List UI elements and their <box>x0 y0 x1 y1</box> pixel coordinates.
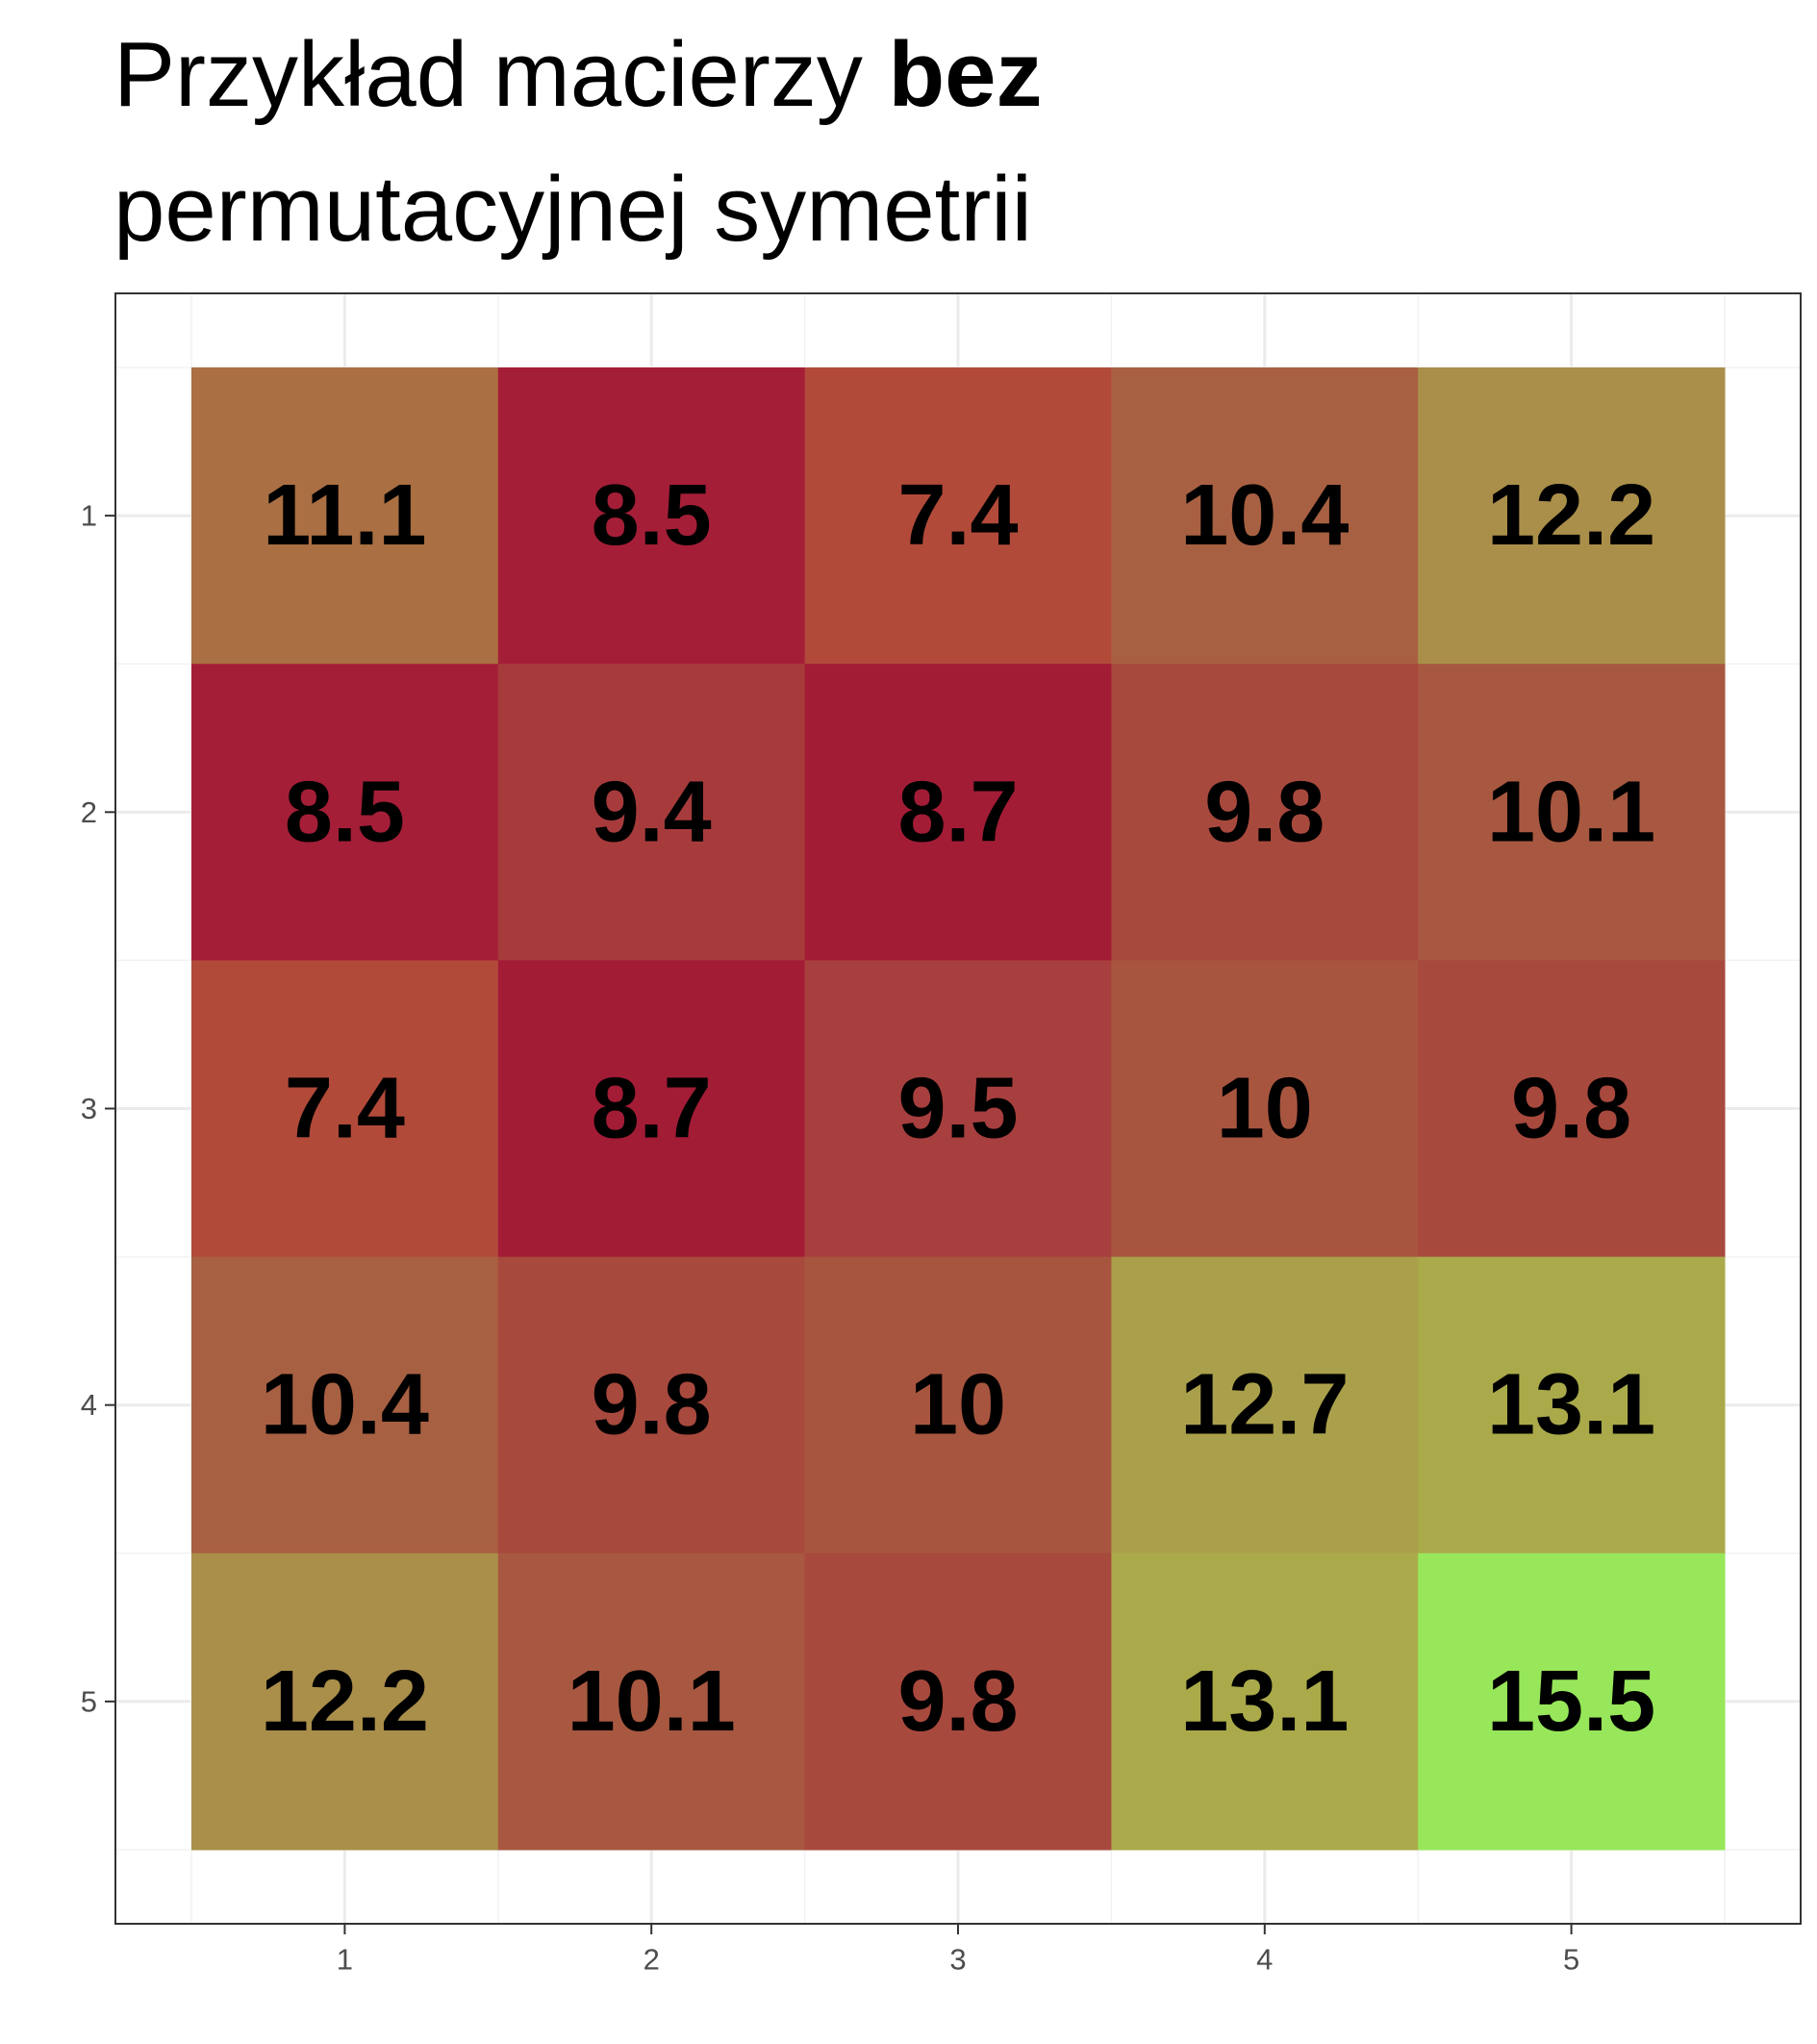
cell-label: 7.4 <box>897 467 1018 564</box>
x-tick-label: 5 <box>1563 1943 1579 1977</box>
cell-label: 12.2 <box>1487 467 1655 564</box>
heatmap-tile <box>191 1256 499 1554</box>
heatmap-tile <box>497 1256 806 1554</box>
cell-label: 9.8 <box>897 1653 1018 1750</box>
chart-title: Przykład macierzy bez permutacyjnej syme… <box>114 8 1043 277</box>
x-tick-label: 4 <box>1256 1943 1273 1977</box>
cell-label: 8.7 <box>592 1061 712 1157</box>
cell-label: 9.5 <box>897 1061 1018 1157</box>
cell-labels: 11.1 8.5 7.4 10.4 12.2 8.5 9.4 8.7 9.8 10.1 7.4 8.7… <box>261 467 1655 1750</box>
heatmap-tile <box>191 664 499 961</box>
cell-label: 7.4 <box>285 1061 405 1157</box>
cell-label: 8.5 <box>592 467 712 564</box>
cell-label: 10 <box>910 1357 1006 1453</box>
y-tick-label: 5 <box>81 1684 97 1718</box>
heatmap-tile <box>1111 1552 1419 1851</box>
cell-label: 10.1 <box>568 1653 736 1750</box>
title-bold-text: bez <box>888 23 1043 126</box>
y-tick-label: 4 <box>81 1388 97 1422</box>
heatmap-tile <box>804 367 1112 665</box>
title-regular-text: Przykład macierzy <box>114 23 889 126</box>
heatmap-tile <box>497 960 806 1258</box>
cell-label: 11.1 <box>263 467 426 564</box>
cell-label: 8.7 <box>897 764 1018 860</box>
x-tick-label: 1 <box>337 1943 353 1977</box>
chart-title-line1: Przykład macierzy bez <box>114 8 1043 142</box>
y-axis: 1 2 3 4 5 <box>81 499 115 1718</box>
cell-label: 10.1 <box>1487 764 1655 860</box>
cell-label: 15.5 <box>1487 1653 1655 1750</box>
heatmap-tile <box>804 960 1112 1258</box>
heatmap-tile <box>1111 1256 1419 1554</box>
heatmap-tile <box>1111 664 1419 961</box>
chart-title-line2: permutacyjnej symetrii <box>114 158 1032 261</box>
cell-label: 9.8 <box>1204 764 1325 860</box>
cell-label: 9.8 <box>1511 1061 1631 1157</box>
heatmap-tile <box>804 664 1112 961</box>
heatmap-tile <box>1418 1552 1726 1851</box>
heatmap-tile <box>1418 960 1726 1258</box>
x-tick-label: 3 <box>949 1943 966 1977</box>
heatmap-tile <box>497 367 806 665</box>
heatmap-tile <box>191 367 499 665</box>
cell-label: 10 <box>1217 1061 1313 1157</box>
heatmap-tile <box>191 960 499 1258</box>
cell-label: 9.8 <box>592 1357 712 1453</box>
cell-label: 8.5 <box>285 764 405 860</box>
cell-label: 13.1 <box>1487 1357 1655 1453</box>
heatmap-tile <box>191 1552 499 1851</box>
heatmap-tile <box>497 664 806 961</box>
heatmap-tile <box>1418 367 1726 665</box>
x-tick-label: 2 <box>644 1943 660 1977</box>
heatmap-tile <box>804 1256 1112 1554</box>
heatmap-tiles <box>191 367 1726 1851</box>
y-tick-label: 1 <box>81 499 97 533</box>
heatmap-tile <box>1111 960 1419 1258</box>
cell-label: 13.1 <box>1180 1653 1349 1750</box>
y-tick-label: 2 <box>81 795 97 829</box>
cell-label: 12.2 <box>261 1653 429 1750</box>
cell-label: 12.7 <box>1180 1357 1349 1453</box>
cell-label: 10.4 <box>1180 467 1349 564</box>
cell-label: 10.4 <box>261 1357 429 1453</box>
heatmap-tile <box>497 1552 806 1851</box>
heatmap-tile <box>1111 367 1419 665</box>
y-tick-label: 3 <box>81 1092 97 1125</box>
x-axis: 1 2 3 4 5 <box>337 1924 1579 1977</box>
cell-label: 9.4 <box>592 764 712 860</box>
heatmap-tile <box>804 1552 1112 1851</box>
heatmap-tile <box>1418 1256 1726 1554</box>
heatmap-tile <box>1418 664 1726 961</box>
